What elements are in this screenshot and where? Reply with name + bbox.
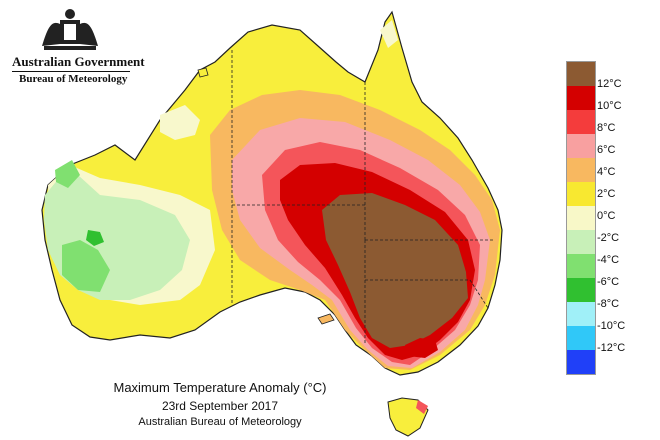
map-title: Maximum Temperature Anomaly (°C) [113,380,327,395]
west-darkgreen [86,230,104,246]
west-green [62,240,110,292]
legend-swatch [567,350,595,374]
legend-swatch [567,230,595,254]
legend-label: -6°C [597,276,620,288]
tasmania-red [416,400,428,414]
cape-york [197,67,209,78]
legend-label: 8°C [597,122,616,134]
legend-label: 4°C [597,166,616,178]
legend-swatch [567,254,595,278]
legend-label: 2°C [597,188,616,200]
legend-label: -2°C [597,232,620,244]
legend-swatch [567,302,595,326]
header-divider [12,71,130,72]
bureau-title: Bureau of Meteorology [19,73,128,85]
legend-label: 0°C [597,210,616,222]
map-source: Australian Bureau of Meteorology [138,416,302,428]
legend-swatch [567,182,595,206]
legend-swatch [567,134,595,158]
map-date: 23rd September 2017 [161,399,279,413]
legend-swatch [567,86,595,110]
legend-label: -8°C [597,298,620,310]
legend-label: 10°C [597,100,622,112]
legend-swatch [567,326,595,350]
ne-cream [380,20,398,48]
legend-label: -12°C [597,342,626,354]
legend-swatch [567,110,595,134]
state-borders [231,50,495,345]
kangaroo-island [317,313,335,325]
legend-swatch [567,206,595,230]
legend-colorbar [566,61,596,375]
legend-label: 6°C [597,144,616,156]
legend-swatch [567,62,595,86]
legend-label: -4°C [597,254,620,266]
legend-label: -10°C [597,320,626,332]
legend-label: 12°C [597,78,622,90]
central-brown [322,193,468,348]
west-green-north [55,160,80,188]
government-title: Australian Government [12,54,145,69]
legend-swatch [567,278,595,302]
coat-of-arms-logo [42,9,98,50]
kimberley-cream [160,105,200,140]
legend-swatch [567,158,595,182]
victoria-red [405,338,438,358]
